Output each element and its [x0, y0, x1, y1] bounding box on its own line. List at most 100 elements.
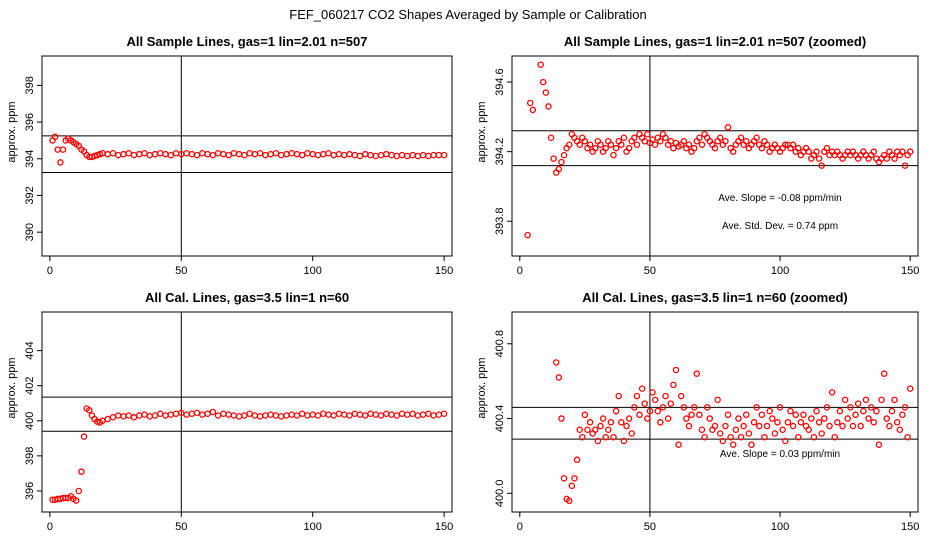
data-point	[722, 422, 729, 430]
data-point	[120, 150, 127, 158]
data-point	[230, 412, 238, 419]
data-point	[644, 131, 651, 138]
data-point	[555, 165, 563, 173]
data-point	[644, 415, 651, 422]
data-point	[805, 148, 812, 155]
data-point	[789, 422, 797, 430]
data-point	[800, 411, 807, 419]
data-point	[651, 141, 659, 148]
data-point	[742, 411, 750, 419]
data-point	[737, 433, 745, 441]
data-point	[664, 415, 672, 422]
data-point	[377, 151, 385, 159]
data-point	[657, 419, 664, 426]
data-point	[80, 433, 88, 440]
data-point	[398, 151, 406, 159]
data-point	[277, 413, 285, 420]
data-point	[782, 141, 789, 148]
data-point	[779, 426, 786, 434]
data-point	[298, 410, 306, 418]
data-point	[130, 414, 138, 421]
data-point	[719, 437, 727, 445]
data-point	[304, 412, 311, 419]
x-tick-label: 0	[517, 265, 523, 277]
data-point	[558, 415, 565, 422]
data-point	[319, 150, 327, 158]
x-tick-label: 100	[771, 265, 789, 277]
data-point	[146, 413, 154, 420]
data-point	[362, 150, 369, 158]
data-point	[670, 381, 677, 389]
y-tick-label: 394.2	[494, 138, 506, 166]
data-point	[141, 149, 148, 157]
data-point	[659, 404, 667, 411]
data-point	[372, 152, 380, 160]
data-point	[607, 141, 615, 148]
data-point	[209, 151, 217, 159]
data-point	[888, 407, 896, 415]
data-point	[125, 149, 132, 157]
data-point	[703, 404, 711, 411]
panel-sample-lines: All Sample Lines, gas=1 lin=2.01 n=507 0 5…	[6, 34, 453, 277]
data-point	[267, 411, 274, 418]
data-point	[151, 150, 159, 158]
annotation: Ave. Std. Dev. = 0.74 ppm	[722, 221, 838, 232]
data-point	[716, 430, 724, 437]
data-point	[823, 144, 831, 152]
data-point	[675, 441, 682, 448]
data-point	[383, 150, 390, 158]
data-point	[594, 437, 602, 445]
data-point	[641, 400, 648, 407]
y-tick-label: 400.0	[494, 480, 506, 508]
data-point	[151, 412, 159, 419]
data-point	[86, 406, 93, 414]
y-tick-label: 394	[24, 150, 36, 168]
data-point	[711, 144, 719, 152]
data-point	[612, 144, 620, 152]
data-point	[670, 144, 677, 152]
x-tick-label: 0	[47, 521, 53, 533]
data-point	[875, 441, 883, 448]
data-point	[372, 411, 380, 418]
data-point	[693, 370, 701, 377]
y-tick-label: 402	[24, 377, 36, 395]
data-point	[193, 151, 201, 159]
data-point	[852, 411, 859, 419]
data-point	[214, 149, 222, 157]
y-axis-label: approx. ppm	[6, 357, 18, 418]
data-point	[880, 370, 888, 377]
x-tick-label: 0	[47, 265, 53, 277]
data-point	[680, 137, 688, 145]
data-point	[272, 149, 280, 157]
data-point	[696, 134, 703, 141]
data-point	[120, 413, 127, 420]
data-point	[891, 155, 898, 162]
data-point	[393, 412, 401, 419]
data-point	[409, 410, 416, 418]
data-point	[836, 407, 844, 415]
data-point	[584, 426, 591, 434]
data-point	[729, 148, 737, 155]
data-point	[685, 141, 693, 148]
data-point	[753, 404, 760, 411]
data-point	[251, 150, 259, 158]
x-tick-label: 150	[435, 265, 453, 277]
data-point	[586, 141, 594, 148]
data-point	[636, 411, 643, 419]
data-point	[599, 415, 607, 422]
data-point	[425, 410, 432, 418]
data-point	[638, 385, 646, 392]
data-point	[283, 412, 290, 419]
data-point	[808, 415, 815, 422]
data-point	[435, 411, 443, 418]
data-point	[430, 151, 437, 159]
x-tick-label: 50	[175, 265, 187, 277]
panel-title: All Cal. Lines, gas=3.5 lin=1 n=60 (zoom…	[582, 290, 848, 305]
data-point	[597, 422, 604, 430]
data-point	[78, 468, 85, 475]
data-point	[597, 141, 604, 148]
data-point	[906, 148, 914, 155]
y-tick-label: 392	[24, 186, 36, 204]
data-point	[870, 148, 878, 155]
data-point	[732, 426, 740, 434]
